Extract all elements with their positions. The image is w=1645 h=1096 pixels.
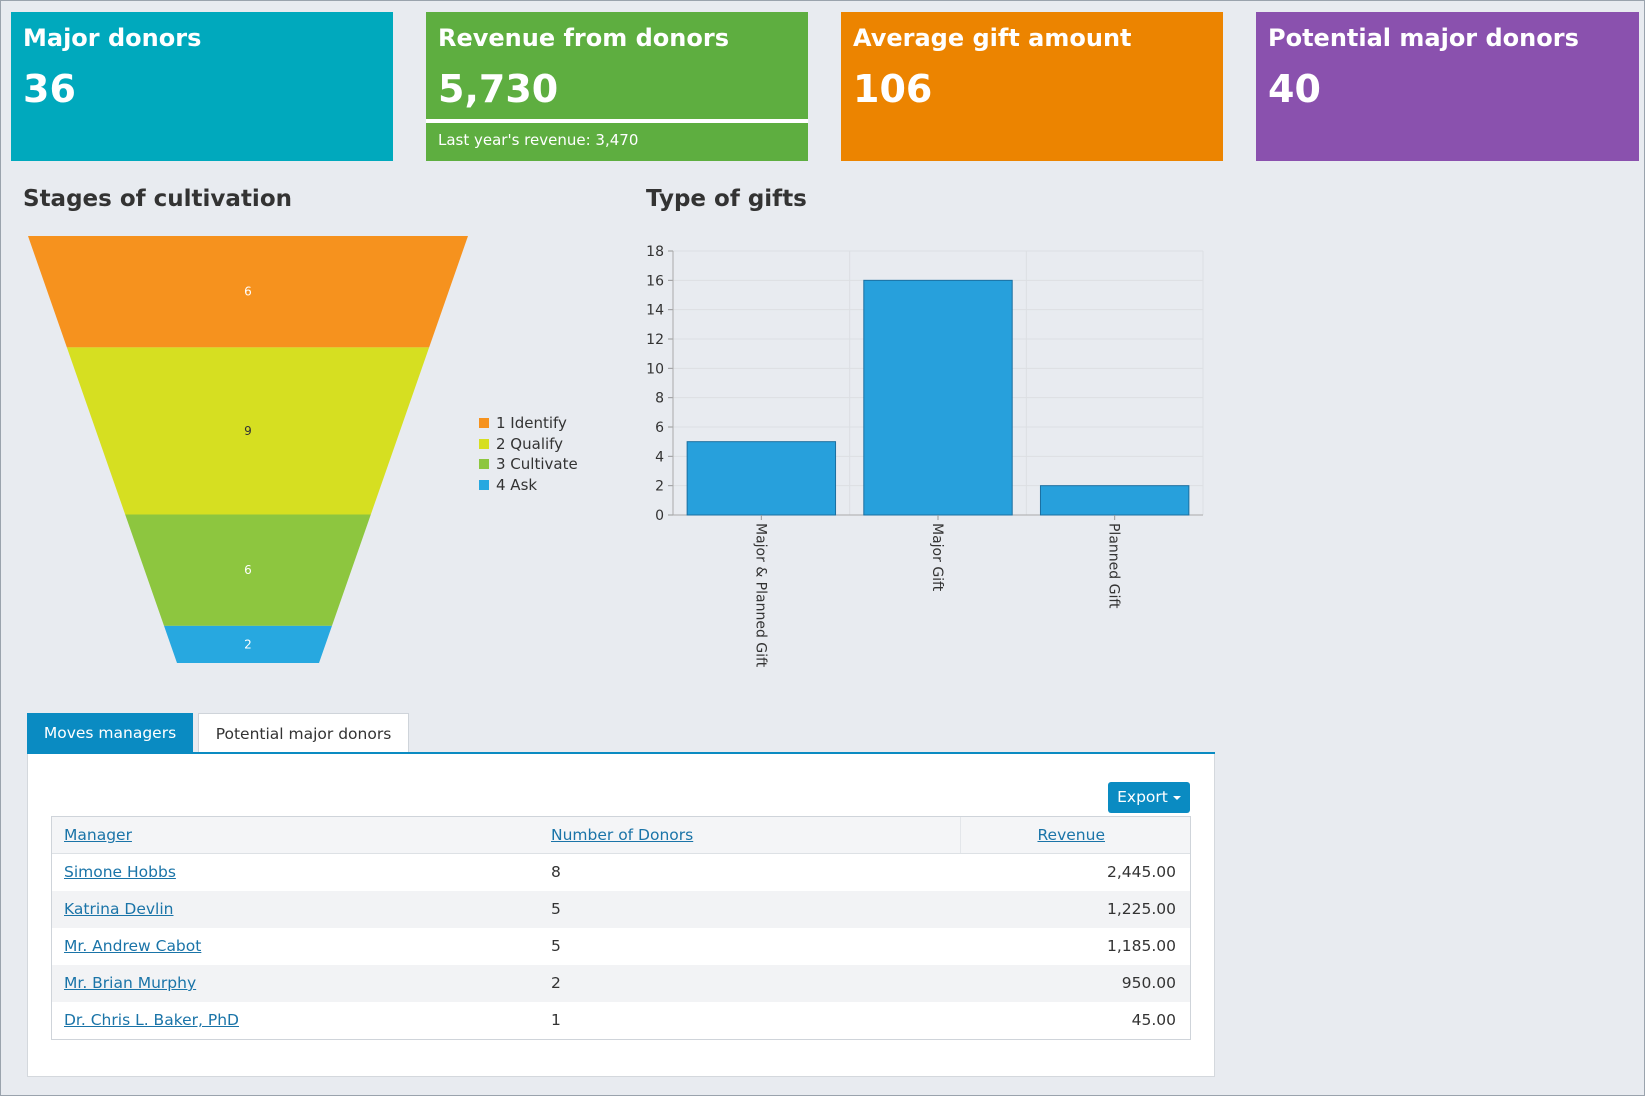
revenue-value: 2,445.00 xyxy=(1106,863,1176,881)
tab-underline xyxy=(27,752,1215,754)
y-tick-label: 6 xyxy=(655,420,664,436)
legend-item: 2 Qualify xyxy=(479,434,578,455)
x-category-label: Major & Planned Gift xyxy=(752,523,768,668)
table-row: Mr. Andrew Cabot 5 1,185.00 xyxy=(52,928,1190,965)
y-tick-label: 14 xyxy=(646,303,664,319)
y-tick-label: 10 xyxy=(646,361,664,377)
managers-table: Manager Number of Donors Revenue Simone … xyxy=(51,816,1191,1040)
tab-potential-major-donors[interactable]: Potential major donors xyxy=(198,713,409,753)
tile-major-donors: Major donors 36 xyxy=(11,12,393,161)
funnel-chart: 6 9 6 2 xyxy=(28,236,468,663)
column-divider xyxy=(960,817,961,853)
tab-moves-managers[interactable]: Moves managers xyxy=(27,713,193,753)
legend-swatch xyxy=(479,479,489,490)
funnel-value-label: 2 xyxy=(244,637,252,651)
export-button[interactable]: Export xyxy=(1108,782,1190,813)
table-header-row: Manager Number of Donors Revenue xyxy=(52,817,1190,854)
revenue-value: 1,185.00 xyxy=(1106,937,1176,955)
tile-divider xyxy=(426,119,808,123)
bar xyxy=(1039,485,1190,516)
legend-item: 1 Identify xyxy=(479,413,578,434)
table-row: Simone Hobbs 8 2,445.00 xyxy=(52,854,1190,891)
y-tick-label: 8 xyxy=(655,391,664,407)
funnel-legend: 1 Identify 2 Qualify 3 Cultivate 4 Ask xyxy=(479,413,578,495)
y-tick-label: 12 xyxy=(646,332,664,348)
legend-swatch xyxy=(479,438,489,449)
stages-title: Stages of cultivation xyxy=(23,186,292,212)
funnel-value-label: 6 xyxy=(244,285,252,299)
manager-link[interactable]: Mr. Andrew Cabot xyxy=(64,937,202,955)
funnel-segment xyxy=(66,347,430,515)
bar xyxy=(686,441,837,516)
caret-down-icon xyxy=(1172,795,1181,800)
tile-value: 40 xyxy=(1268,67,1321,111)
legend-item: 3 Cultivate xyxy=(479,454,578,475)
revenue-value: 45.00 xyxy=(1131,1011,1176,1029)
col-header-manager[interactable]: Manager xyxy=(64,826,132,844)
tile-title: Major donors xyxy=(23,24,202,52)
manager-link[interactable]: Mr. Brian Murphy xyxy=(64,974,197,992)
funnel-value-label: 9 xyxy=(244,424,252,438)
donor-count: 1 xyxy=(551,1011,561,1029)
funnel-segment xyxy=(125,514,371,626)
table-row: Katrina Devlin 5 1,225.00 xyxy=(52,891,1190,928)
type-of-gifts-chart: 0 2 4 6 8 10 12 14 16 18 Major & Planned Gift Major… xyxy=(646,244,1204,668)
y-tick-label: 18 xyxy=(646,244,664,260)
bar xyxy=(863,279,1013,516)
gifts-title: Type of gifts xyxy=(646,186,807,212)
col-header-revenue[interactable]: Revenue xyxy=(1037,826,1105,844)
export-label: Export xyxy=(1117,788,1168,806)
donor-count: 2 xyxy=(551,974,561,992)
revenue-value: 1,225.00 xyxy=(1106,900,1176,918)
legend-label: 4 Ask xyxy=(496,475,538,494)
tile-value: 5,730 xyxy=(438,67,559,111)
tile-title: Revenue from donors xyxy=(438,24,729,52)
legend-item: 4 Ask xyxy=(479,475,578,496)
legend-swatch xyxy=(479,418,489,429)
donor-count: 5 xyxy=(551,900,561,918)
y-tick-label: 16 xyxy=(646,273,664,289)
table-row: Dr. Chris L. Baker, PhD 1 45.00 xyxy=(52,1002,1190,1039)
table-row: Mr. Brian Murphy 2 950.00 xyxy=(52,965,1190,1002)
manager-link[interactable]: Dr. Chris L. Baker, PhD xyxy=(64,1011,239,1029)
legend-label: 3 Cultivate xyxy=(496,455,578,473)
x-category-label: Major Gift xyxy=(929,523,945,592)
legend-label: 1 Identify xyxy=(496,414,567,432)
donor-count: 5 xyxy=(551,937,561,955)
funnel-segment xyxy=(164,625,332,663)
tile-title: Potential major donors xyxy=(1268,24,1579,52)
tile-title: Average gift amount xyxy=(853,24,1132,52)
tile-potential-major-donors: Potential major donors 40 xyxy=(1256,12,1639,161)
tile-subtext: Last year's revenue: 3,470 xyxy=(438,131,639,149)
revenue-value: 950.00 xyxy=(1121,974,1176,992)
manager-link[interactable]: Katrina Devlin xyxy=(64,900,174,918)
tile-value: 106 xyxy=(853,67,933,111)
funnel-value-label: 6 xyxy=(244,563,252,577)
funnel-segment xyxy=(28,236,468,348)
legend-label: 2 Qualify xyxy=(496,434,564,453)
x-category-label: Planned Gift xyxy=(1106,523,1122,609)
donor-count: 8 xyxy=(551,863,561,881)
y-tick-label: 4 xyxy=(655,449,664,465)
legend-swatch xyxy=(479,459,489,470)
manager-link[interactable]: Simone Hobbs xyxy=(64,863,176,881)
tile-value: 36 xyxy=(23,67,76,111)
col-header-number-of-donors[interactable]: Number of Donors xyxy=(551,826,694,844)
tile-average-gift: Average gift amount 106 xyxy=(841,12,1223,161)
tile-revenue-from-donors: Revenue from donors 5,730 Last year's re… xyxy=(426,12,808,161)
y-tick-label: 2 xyxy=(655,479,664,495)
y-tick-label: 0 xyxy=(655,508,664,524)
